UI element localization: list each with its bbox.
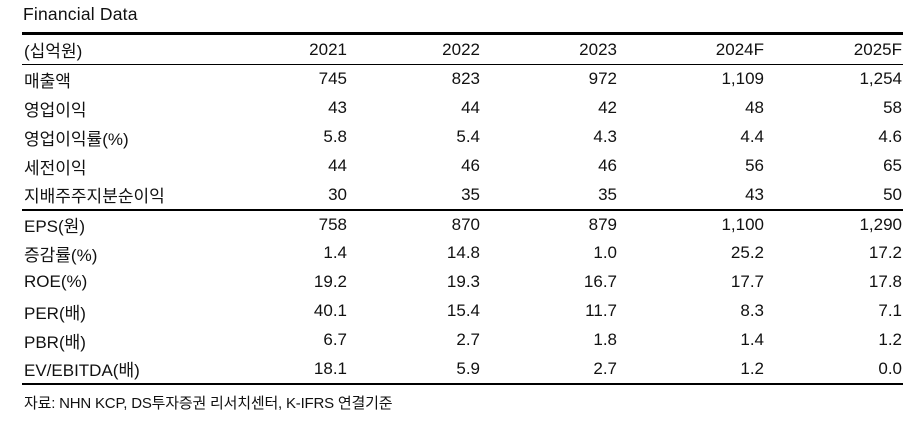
source-note: 자료: NHN KCP, DS투자증권 리서치센터, K-IFRS 연결기준 <box>24 394 393 412</box>
year-column-header: 2025F <box>765 33 903 65</box>
table-cell: 17.8 <box>868 272 902 291</box>
table-row: PER(배) 40.1 15.4 11.7 8.3 7.1 <box>22 297 903 326</box>
table-row: 세전이익 44 46 46 56 65 <box>22 152 903 181</box>
table-cell: 6.7 <box>323 330 347 349</box>
row-label: PBR(배) <box>24 332 86 352</box>
table-row: 지배주주지분순이익 30 35 35 43 50 <box>22 181 903 210</box>
table-row: 영업이익 43 44 42 48 58 <box>22 94 903 123</box>
table-row: EPS(원) 758 870 879 1,100 1,290 <box>22 210 903 239</box>
row-label: 증감률(%) <box>24 245 98 265</box>
table-cell: 18.1 <box>313 358 347 378</box>
row-label: 지배주주지분순이익 <box>24 187 165 206</box>
row-label: ROE(%) <box>24 272 88 291</box>
year-column-header: 2021 <box>221 33 348 65</box>
table-cell: 1,254 <box>859 69 902 89</box>
year-column-header: 2024F <box>618 33 765 65</box>
table-cell: 823 <box>451 69 480 89</box>
table-cell: 43 <box>328 98 347 117</box>
year-column-header: 2023 <box>481 33 618 65</box>
row-label: 세전이익 <box>24 158 87 178</box>
row-label: PER(배) <box>24 303 86 323</box>
table-cell: 2.7 <box>456 330 480 349</box>
table-cell: 1.0 <box>593 243 617 262</box>
row-label: 영업이익 <box>24 100 87 120</box>
table-cell: 7.1 <box>878 301 902 320</box>
table-cell: 40.1 <box>313 301 347 320</box>
table-cell: 44 <box>461 98 480 117</box>
table-cell: 4.3 <box>593 127 617 146</box>
table-row: 증감률(%) 1.4 14.8 1.0 25.2 17.2 <box>22 239 903 268</box>
table-cell: 42 <box>598 98 617 117</box>
table-cell: 5.4 <box>456 127 480 146</box>
table-cell: 17.2 <box>868 243 902 262</box>
page-title: Financial Data <box>23 4 138 24</box>
table-cell: 56 <box>745 156 764 175</box>
table-cell: 4.4 <box>740 127 764 146</box>
table-cell: 30 <box>328 184 347 204</box>
table-cell: 1.4 <box>323 243 347 262</box>
table-section-ratios: EPS(원) 758 870 879 1,100 1,290 증감률(%) 1.4 14.8 1.… <box>22 209 903 384</box>
table-header: (십억원) 2021 2022 2023 2024F 2025F <box>22 33 903 65</box>
table-cell: 35 <box>461 184 480 204</box>
table-cell: 1,100 <box>721 214 764 234</box>
table-section-metrics: 매출액 745 823 972 1,109 1,254 영업이익 43 44 42 48 58 영업이익… <box>22 65 903 210</box>
table-cell: 879 <box>588 214 617 234</box>
row-label: EPS(원) <box>24 217 85 236</box>
table-cell: 1.2 <box>878 330 902 349</box>
row-label: EV/EBITDA(배) <box>24 361 140 380</box>
table-cell: 16.7 <box>583 272 617 291</box>
table-cell: 1,290 <box>859 214 902 234</box>
table-cell: 972 <box>588 69 617 89</box>
table-cell: 758 <box>318 214 347 234</box>
table-cell: 48 <box>745 98 764 117</box>
table-cell: 25.2 <box>730 243 764 262</box>
table-cell: 8.3 <box>740 301 764 320</box>
table-cell: 58 <box>883 98 902 117</box>
table-row: 매출액 745 823 972 1,109 1,254 <box>22 65 903 94</box>
table-cell: 745 <box>318 69 347 89</box>
table-cell: 1,109 <box>721 69 764 89</box>
table-cell: 46 <box>598 156 617 175</box>
table-cell: 2.7 <box>593 358 617 378</box>
row-label: 영업이익률(%) <box>24 129 129 149</box>
table-row: PBR(배) 6.7 2.7 1.8 1.4 1.2 <box>22 326 903 355</box>
table-cell: 17.7 <box>730 272 764 291</box>
table-cell: 1.8 <box>593 330 617 349</box>
table-cell: 19.3 <box>446 272 480 291</box>
year-column-header: 2022 <box>348 33 481 65</box>
table-cell: 15.4 <box>446 301 480 320</box>
table-cell: 4.6 <box>878 127 902 146</box>
table-cell: 35 <box>598 184 617 204</box>
table-cell: 19.2 <box>313 272 347 291</box>
table-cell: 1.2 <box>740 358 764 378</box>
table-cell: 870 <box>451 214 480 234</box>
table-cell: 50 <box>883 184 902 204</box>
table-cell: 43 <box>745 184 764 204</box>
table-cell: 44 <box>328 156 347 175</box>
table-cell: 14.8 <box>446 243 480 262</box>
table-row: ROE(%) 19.2 19.3 16.7 17.7 17.8 <box>22 268 903 297</box>
table-cell: 1.4 <box>740 330 764 349</box>
table-cell: 5.9 <box>456 358 480 378</box>
table-cell: 0.0 <box>878 358 902 378</box>
table-row: 영업이익률(%) 5.8 5.4 4.3 4.4 4.6 <box>22 123 903 152</box>
unit-header: (십억원) <box>22 33 221 65</box>
row-label: 매출액 <box>24 71 71 91</box>
financial-table: (십억원) 2021 2022 2023 2024F 2025F 매출액 745 823 97… <box>22 32 903 385</box>
table-cell: 5.8 <box>323 127 347 146</box>
table-cell: 46 <box>461 156 480 175</box>
table-row: EV/EBITDA(배) 18.1 5.9 2.7 1.2 0.0 <box>22 355 903 384</box>
table-header-row: (십억원) 2021 2022 2023 2024F 2025F <box>22 33 903 65</box>
table-cell: 65 <box>883 156 902 175</box>
table-cell: 11.7 <box>585 301 617 320</box>
